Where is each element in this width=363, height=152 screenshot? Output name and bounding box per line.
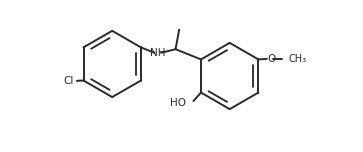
Text: NH: NH — [150, 48, 165, 58]
Text: Cl: Cl — [64, 76, 74, 86]
Text: O: O — [267, 54, 275, 64]
Text: HO: HO — [170, 98, 186, 108]
Text: CH₃: CH₃ — [289, 54, 307, 64]
